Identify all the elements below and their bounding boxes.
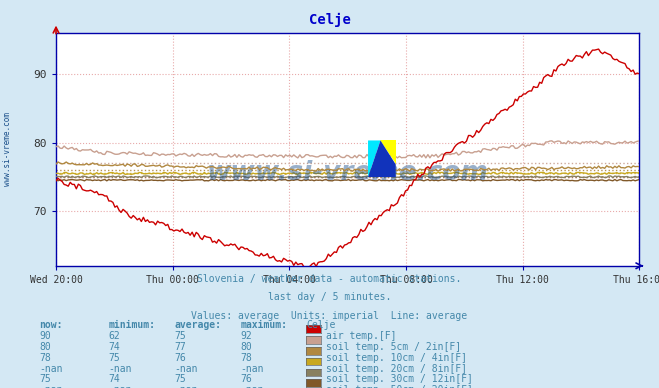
Text: minimum:: minimum: [109,320,156,330]
Polygon shape [380,140,395,165]
Text: -nan: -nan [40,364,63,374]
Text: 75: 75 [109,353,121,363]
Text: Values: average  Units: imperial  Line: average: Values: average Units: imperial Line: av… [191,311,468,321]
Text: 80: 80 [40,342,51,352]
Text: -nan: -nan [175,364,198,374]
Text: 76: 76 [175,353,186,363]
Text: air temp.[F]: air temp.[F] [326,331,397,341]
Text: 74: 74 [109,342,121,352]
Text: 90: 90 [40,331,51,341]
Text: 76: 76 [241,374,252,385]
Polygon shape [368,140,395,177]
Text: 62: 62 [109,331,121,341]
Text: soil temp. 5cm / 2in[F]: soil temp. 5cm / 2in[F] [326,342,461,352]
Text: 92: 92 [241,331,252,341]
Text: -nan: -nan [40,385,63,388]
Text: now:: now: [40,320,63,330]
Text: soil temp. 10cm / 4in[F]: soil temp. 10cm / 4in[F] [326,353,467,363]
Text: -nan: -nan [109,364,132,374]
Text: 80: 80 [241,342,252,352]
Text: 78: 78 [40,353,51,363]
Text: last day / 5 minutes.: last day / 5 minutes. [268,292,391,302]
Text: soil temp. 30cm / 12in[F]: soil temp. 30cm / 12in[F] [326,374,473,385]
Text: -nan: -nan [175,385,198,388]
Polygon shape [368,140,380,177]
Text: 77: 77 [175,342,186,352]
Text: 75: 75 [40,374,51,385]
Text: -nan: -nan [109,385,132,388]
Text: www.si-vreme.com: www.si-vreme.com [3,113,13,186]
Text: Slovenia / weather data - automatic stations.: Slovenia / weather data - automatic stat… [197,274,462,284]
Text: -nan: -nan [241,385,264,388]
Text: soil temp. 50cm / 20in[F]: soil temp. 50cm / 20in[F] [326,385,473,388]
Text: Celje: Celje [306,320,336,330]
Text: soil temp. 20cm / 8in[F]: soil temp. 20cm / 8in[F] [326,364,467,374]
Text: 75: 75 [175,331,186,341]
Text: 75: 75 [175,374,186,385]
Text: average:: average: [175,320,221,330]
Text: www.si-vreme.com: www.si-vreme.com [207,159,488,186]
Text: maximum:: maximum: [241,320,287,330]
Text: -nan: -nan [241,364,264,374]
Text: 74: 74 [109,374,121,385]
Text: 78: 78 [241,353,252,363]
Text: Celje: Celje [308,12,351,26]
